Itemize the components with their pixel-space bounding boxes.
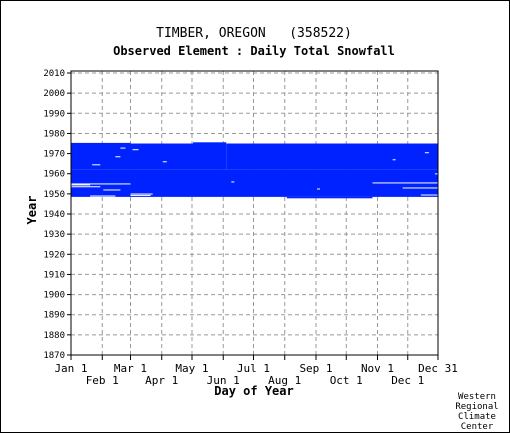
missing-gap — [317, 188, 321, 190]
y-axis-ticks: 1870 1880 1890 1900 1910 1920 1930 1940 1950 1960… — [43, 69, 71, 361]
y-tick-label: 2010 — [43, 69, 65, 79]
missing-gap — [130, 193, 153, 195]
y-axis-label: Year — [25, 196, 39, 225]
y-tick-label: 1960 — [43, 170, 65, 180]
missing-gap — [420, 194, 438, 196]
x-tick-label: Jan 1 — [54, 362, 87, 375]
y-tick-label: 1880 — [43, 331, 65, 341]
x-tick-label: Nov 1 — [361, 362, 394, 375]
x-tick-label: Aug 1 — [268, 374, 301, 387]
missing-gap — [434, 173, 438, 175]
observed-period — [130, 143, 193, 170]
observed-period — [71, 142, 131, 170]
y-tick-label: 1870 — [43, 351, 65, 361]
missing-gap — [103, 189, 121, 191]
observed-period — [226, 143, 438, 170]
y-tick-label: 1940 — [43, 210, 65, 220]
axes — [70, 70, 439, 356]
missing-gap — [162, 161, 167, 163]
credit-line: Regional — [455, 402, 498, 412]
y-tick-label: 1910 — [43, 270, 65, 280]
missing-gap — [130, 194, 151, 196]
y-tick-label: 1980 — [43, 129, 65, 139]
y-tick-label: 1990 — [43, 109, 65, 119]
y-tick-label: 1950 — [43, 190, 65, 200]
x-tick-label: Sep 1 — [299, 362, 332, 375]
missing-gap — [372, 182, 438, 184]
credit-line: Center — [461, 422, 494, 432]
plot-background — [71, 71, 438, 355]
x-tick-label: May 1 — [175, 362, 208, 375]
plot-area — [71, 71, 438, 355]
credit-line: Climate — [458, 412, 496, 422]
credit-line: Western — [458, 392, 496, 402]
plot-border — [70, 70, 439, 356]
missing-gap — [120, 147, 126, 149]
observed-period — [286, 196, 373, 199]
x-axis-label: Day of Year — [214, 384, 293, 398]
x-tick-label: Jul 1 — [237, 362, 270, 375]
y-tick-label: 2000 — [43, 89, 65, 99]
y-tick-label: 1970 — [43, 150, 65, 160]
missing-gap — [132, 149, 139, 151]
missing-gap — [402, 187, 438, 189]
missing-gap — [90, 195, 116, 197]
x-tick-label: Mar 1 — [114, 362, 147, 375]
observed-period — [192, 142, 227, 170]
chart-subtitle: Observed Element : Daily Total Snowfall — [113, 44, 395, 58]
missing-gap — [71, 183, 131, 185]
x-axis-ticks: Jan 1 Mar 1 May 1 Jul 1 Sep 1 Nov 1 Dec 31 Feb … — [54, 355, 458, 387]
missing-gap — [424, 152, 429, 154]
x-tick-label: Apr 1 — [145, 374, 178, 387]
x-tick-label: Dec 1 — [391, 374, 424, 387]
y-tick-label: 1920 — [43, 250, 65, 260]
missing-gap — [392, 159, 396, 161]
data-layer — [71, 142, 438, 199]
x-tick-label: Jun 1 — [207, 374, 240, 387]
missing-gap — [71, 186, 101, 188]
missing-gap — [231, 181, 235, 183]
x-tick-label: Feb 1 — [86, 374, 119, 387]
chart-title: TIMBER, OREGON (358522) — [156, 26, 352, 41]
y-tick-label: 1890 — [43, 311, 65, 321]
missing-gap — [92, 164, 101, 166]
y-tick-label: 1900 — [43, 291, 65, 301]
x-tick-label: Oct 1 — [330, 374, 363, 387]
missing-gap — [71, 184, 91, 186]
gap-layer — [71, 147, 438, 197]
x-tick-label: Dec 31 — [418, 362, 458, 375]
y-tick-label: 1930 — [43, 230, 65, 240]
missing-gap — [115, 156, 121, 158]
